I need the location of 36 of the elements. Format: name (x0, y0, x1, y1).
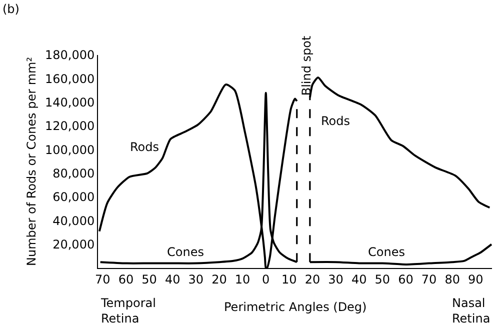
y-tick-label: 160,000 (44, 72, 95, 86)
text: Temporal Retina (100, 296, 156, 323)
x-tick-label: 40 (351, 272, 367, 286)
annotation: Blind spot (299, 35, 314, 96)
annotation: Cones (167, 245, 204, 259)
x-tick-label: 10 (282, 272, 297, 286)
x-tick-label: 10 (234, 272, 250, 286)
y-axis-title: Number of Rods or Cones per mm² (24, 56, 38, 266)
x-tick-label: 70 (95, 272, 110, 286)
x-axis-title: Perimetric Angles (Deg) (224, 300, 367, 314)
x-tick-label: 20 (304, 272, 320, 286)
annotation: Rods (130, 140, 160, 154)
x-tick-label: 70 (421, 272, 437, 286)
x-tick-label: 40 (164, 272, 180, 286)
y-tick-label: 100,000 (44, 142, 95, 157)
x-tick-label: 0 (262, 272, 270, 286)
x-tick-label: 20 (212, 272, 227, 286)
x-tick-label: 80 (444, 272, 460, 286)
annotation: Cones (368, 245, 405, 259)
y-tick-label: 20,000 (52, 238, 95, 252)
x-tick-label: 90 (468, 272, 484, 286)
x-tick-label: 60 (398, 272, 414, 286)
y-tick-label: 80,000 (52, 166, 95, 181)
y-tick-label: 180,000 (44, 48, 95, 62)
y-tick-label: 140,000 (44, 96, 95, 110)
annotation: Rods (321, 114, 350, 128)
x-tick-label: 50 (142, 272, 157, 286)
y-tick-label: 120,000 (44, 119, 95, 134)
x-tick-label: 30 (188, 272, 204, 286)
x-tick-label: 50 (374, 272, 390, 286)
x-tick-label: 60 (118, 272, 134, 286)
chart-title: (b) (2, 2, 20, 16)
text: Nasal Retina (452, 296, 490, 323)
y-tick-label: 60,000 (52, 190, 95, 204)
x-tick-label: 30 (328, 272, 344, 286)
y-tick-label: 40,000 (52, 214, 95, 228)
